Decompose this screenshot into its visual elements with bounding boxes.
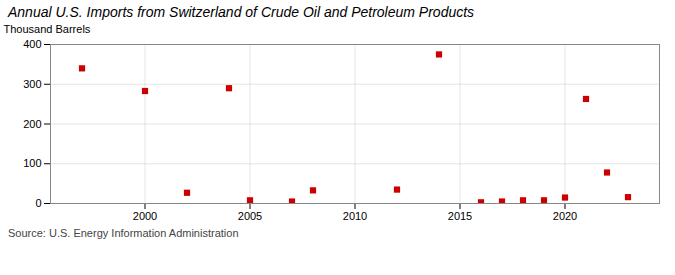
html-text:Annual U.S. Imports from Switz: Annual U.S. Imports from Switzerland of … <box>8 4 475 20</box>
html-text:Source: U.S. Energy Informatio: Source: U.S. Energy Information Administ… <box>8 227 239 239</box>
svg-text:400: 400 <box>23 38 41 50</box>
svg-text:300: 300 <box>23 78 41 90</box>
svg-text:100: 100 <box>23 157 41 169</box>
svg-text:2015: 2015 <box>448 210 472 222</box>
svg-text:2010: 2010 <box>343 210 367 222</box>
svg-text:2020: 2020 <box>553 210 577 222</box>
svg-text:2005: 2005 <box>238 210 262 222</box>
svg-text:2000: 2000 <box>133 210 157 222</box>
svg-text:0: 0 <box>35 197 41 209</box>
svg-text:200: 200 <box>23 118 41 130</box>
svg-text:Thousand Barrels: Thousand Barrels <box>4 23 91 35</box>
